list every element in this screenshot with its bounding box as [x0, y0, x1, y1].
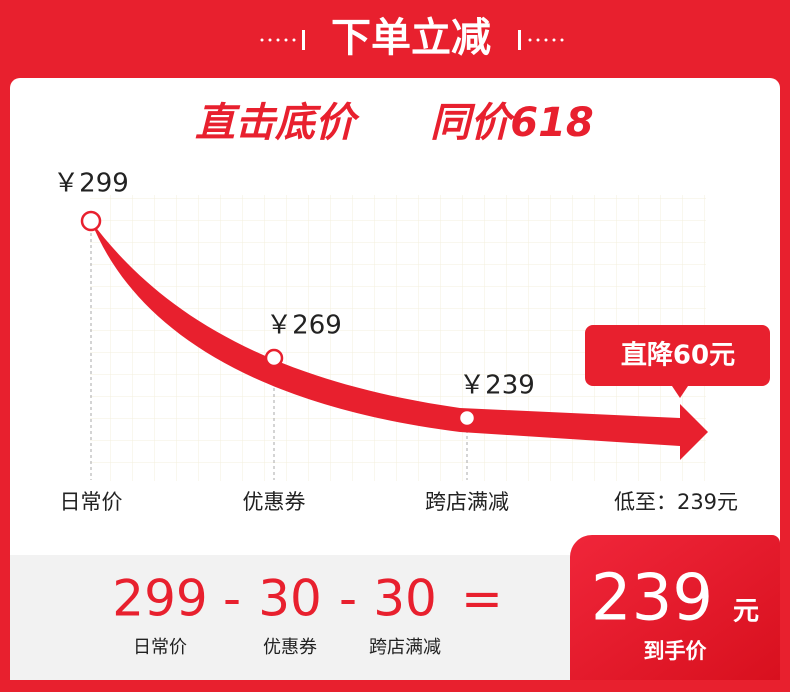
headline: 同价618: [430, 100, 594, 146]
point-markers: [80, 210, 477, 428]
x-label: 跨店满减: [425, 490, 509, 514]
x-label: 优惠券: [243, 490, 306, 514]
header-decor: [260, 30, 564, 50]
formula-label: 跨店满减: [369, 637, 441, 658]
price-label: ￥269: [266, 311, 342, 341]
badge: [585, 325, 770, 398]
badge-text: 直降60元: [621, 341, 735, 371]
trend-arrow: [91, 221, 708, 460]
formula: 299 - 30 - 30 =: [112, 570, 503, 628]
header-title: 下单立减: [331, 15, 491, 61]
formula-panel: [10, 555, 600, 680]
result-label: 到手价: [644, 639, 708, 663]
price-label: ￥299: [53, 169, 129, 199]
result-unit: 元: [733, 597, 759, 627]
x-label: 日常价: [60, 490, 123, 514]
formula-value: 30: [373, 570, 437, 628]
result-value: 239: [591, 562, 713, 636]
operator: =: [461, 570, 503, 628]
operator: -: [339, 570, 357, 628]
result-panel: [570, 535, 780, 680]
formula-label: 日常价: [133, 637, 187, 658]
formula-value: 30: [258, 570, 322, 628]
operator: -: [223, 570, 241, 628]
formula-value: 299: [112, 570, 207, 628]
price-label: ￥239: [459, 371, 535, 401]
headline: 直击底价: [195, 100, 360, 146]
formula-labels: 日常价 优惠券 跨店满减: [133, 637, 441, 658]
x-label: 低至：239元: [614, 490, 738, 514]
formula-label: 优惠券: [263, 637, 317, 658]
